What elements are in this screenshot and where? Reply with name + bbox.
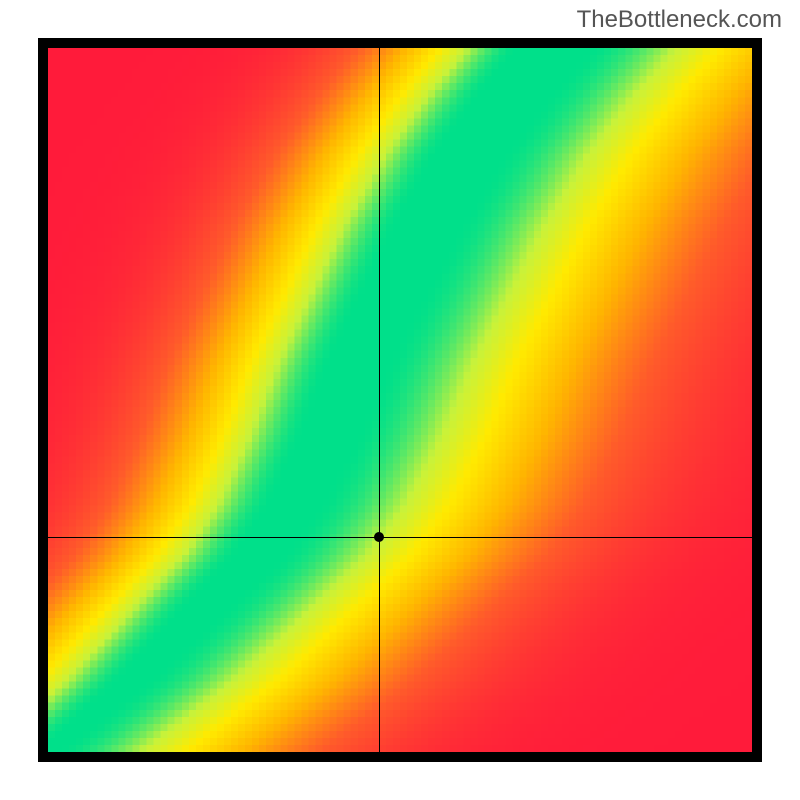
crosshair-marker-dot [374, 532, 384, 542]
image-container: TheBottleneck.com [0, 0, 800, 800]
crosshair-horizontal-line [48, 537, 752, 538]
heatmap-canvas [48, 48, 752, 752]
heatmap-plot [38, 38, 762, 762]
watermark-text: TheBottleneck.com [577, 6, 782, 34]
crosshair-vertical-line [379, 48, 380, 752]
